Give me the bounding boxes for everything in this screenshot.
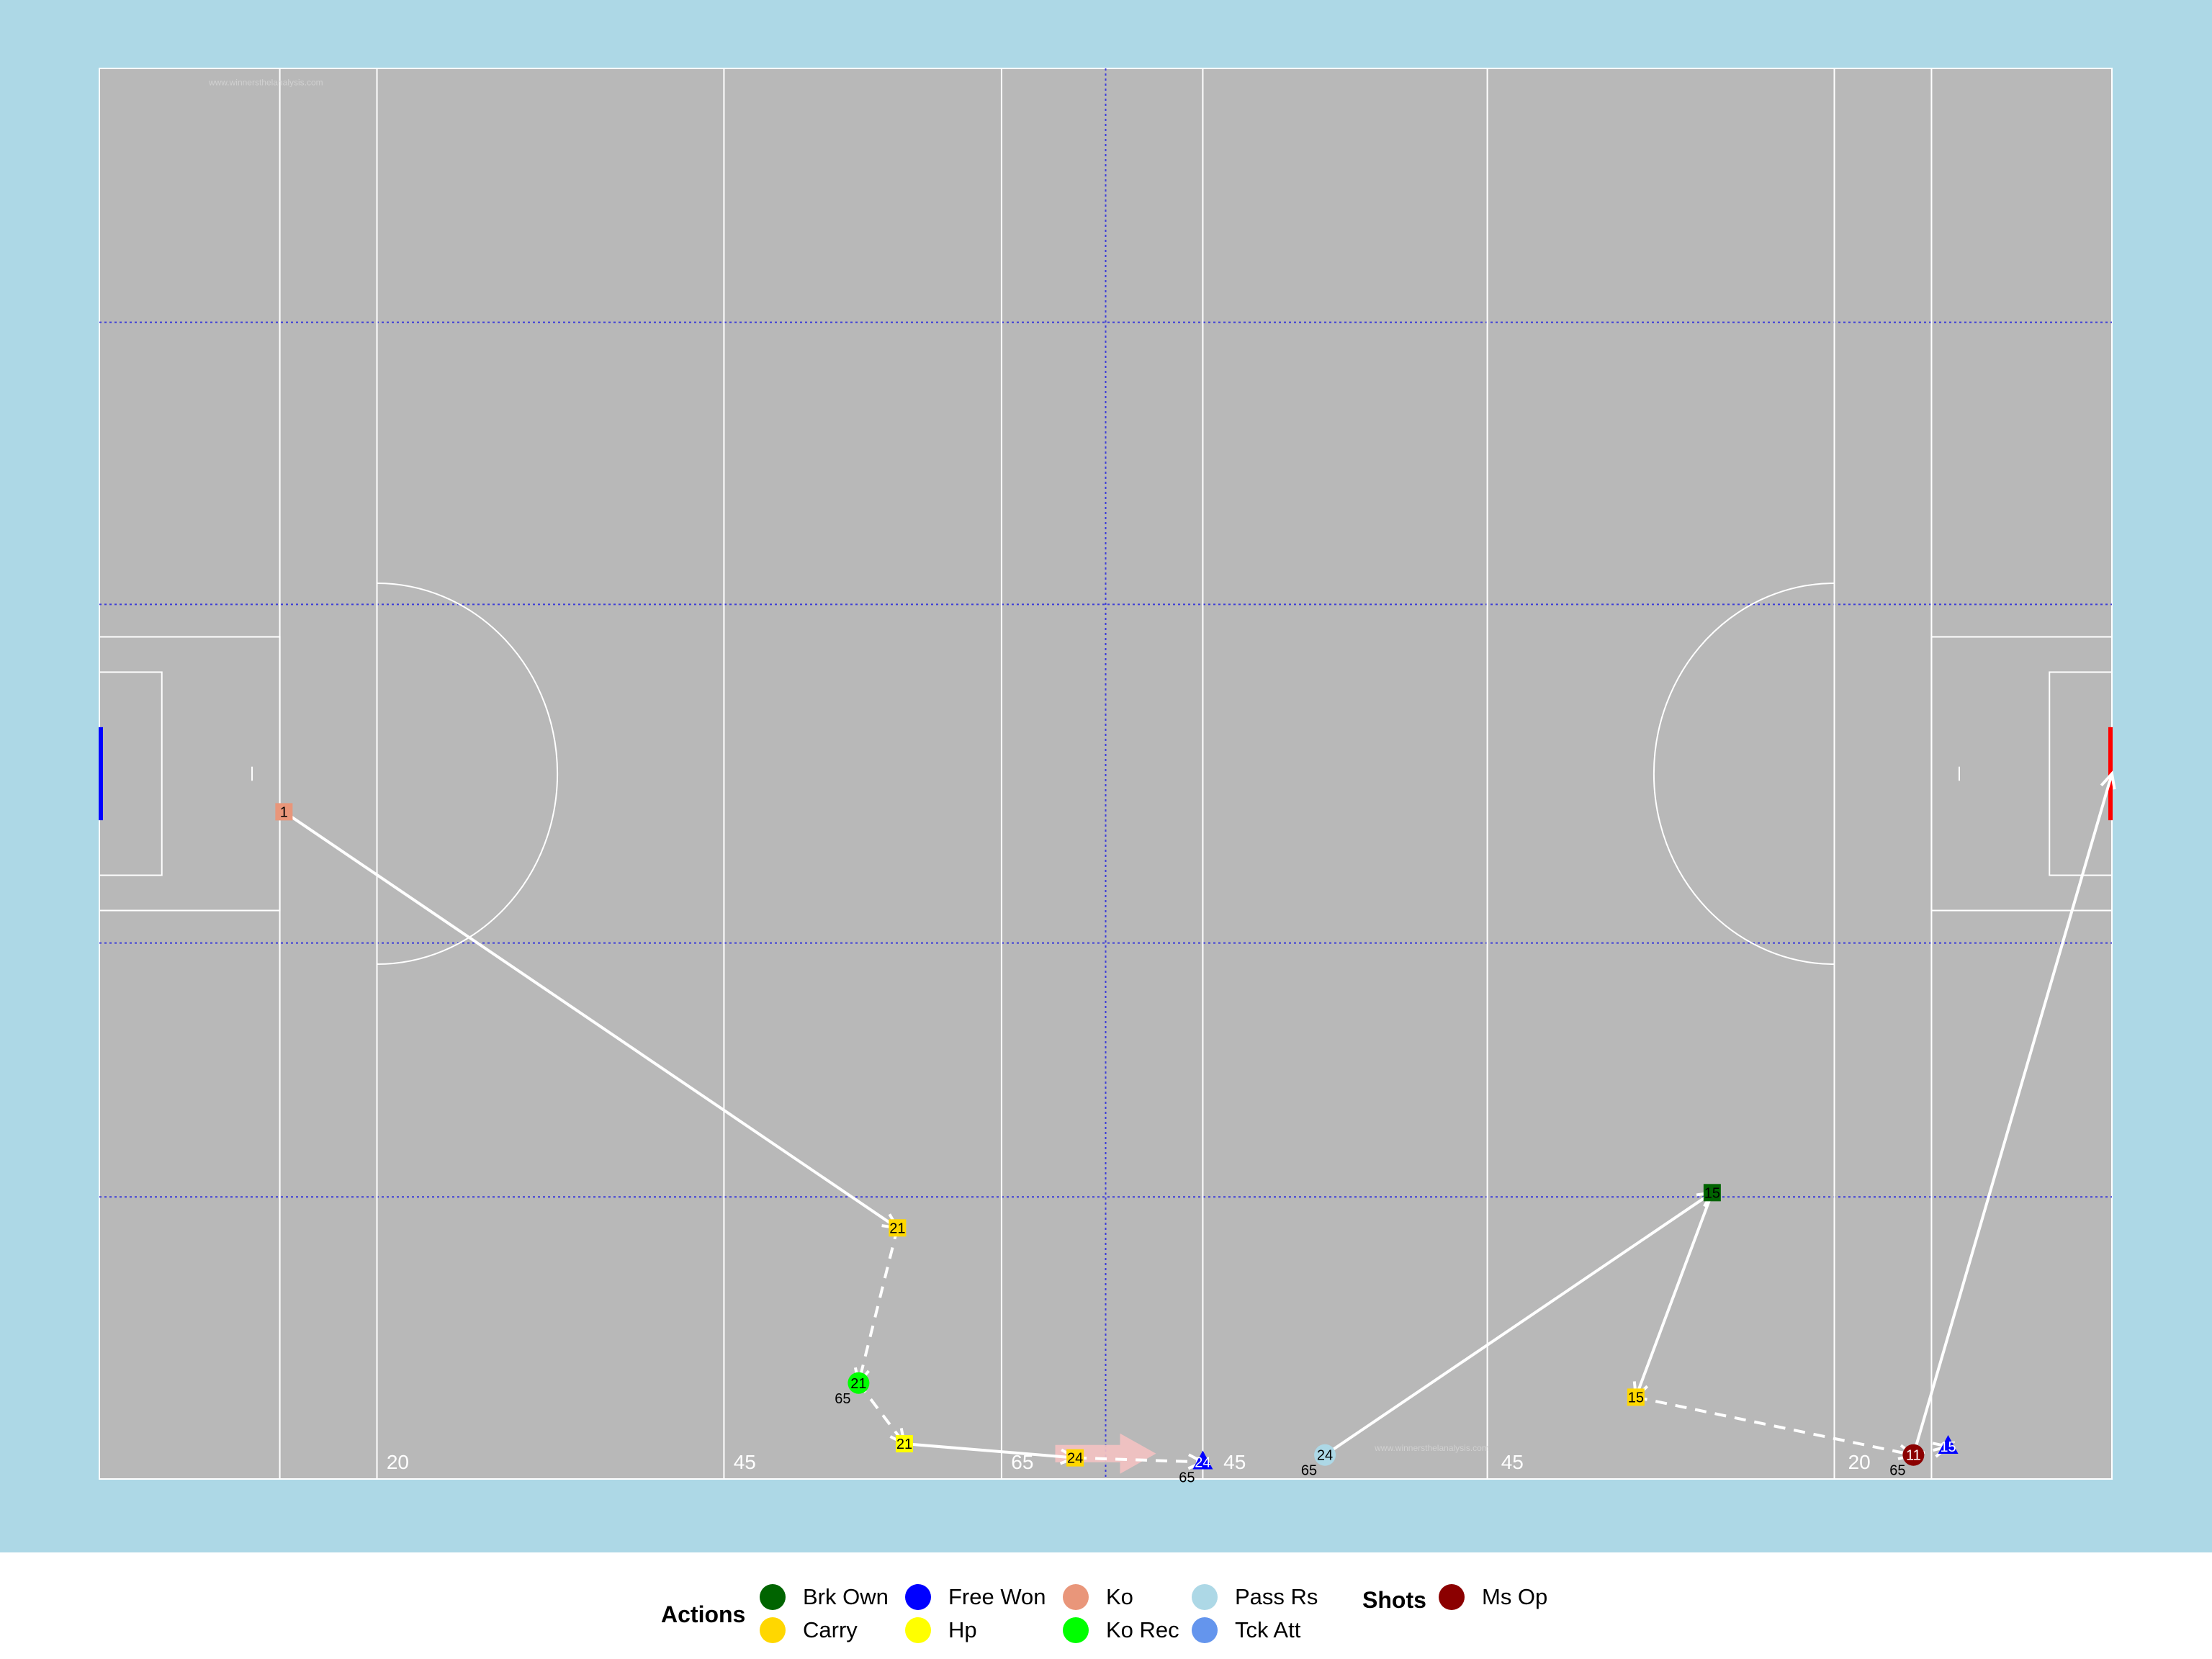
- legend-label-free-won: Free Won: [948, 1584, 1046, 1609]
- legend-swatch-carry: [760, 1617, 786, 1643]
- distance-label: 45: [734, 1451, 756, 1473]
- event-link-line: [1912, 773, 2113, 1456]
- legend-swatch-free-won: [905, 1584, 931, 1610]
- legend-label-tck-att: Tck Att: [1235, 1617, 1301, 1642]
- event-player-label: 24: [1195, 1455, 1210, 1470]
- event-marker-circle: [1314, 1444, 1336, 1466]
- event-link-line: [283, 810, 899, 1229]
- distance-label: 20: [1848, 1451, 1871, 1473]
- legend-swatch-tck-att: [1192, 1617, 1218, 1643]
- event-marker-square: [896, 1435, 913, 1453]
- event-player-label: 21: [850, 1376, 866, 1392]
- legend-label-pass-rs: Pass Rs: [1235, 1584, 1318, 1609]
- event-link-line: [1635, 1395, 1914, 1457]
- legend-shots-title: Shots: [1362, 1587, 1426, 1613]
- watermark-text: www.winnersthelanalysis.com: [208, 78, 323, 88]
- legend-swatch-ms-op: [1439, 1584, 1465, 1610]
- event-marker-square: [1703, 1184, 1721, 1202]
- pitch-area: [99, 68, 2113, 1480]
- legend-swatch-brk-own: [760, 1584, 786, 1610]
- event-sublabel: 65: [835, 1391, 850, 1407]
- event-marker-circle: [1902, 1444, 1925, 1466]
- legend-actions-title: Actions: [661, 1601, 746, 1627]
- event-link-line: [857, 1227, 899, 1384]
- legend-swatch-hp: [905, 1617, 931, 1643]
- event-link-line: [904, 1442, 1076, 1460]
- event-player-label: 21: [896, 1437, 912, 1452]
- event-player-label: 24: [1067, 1451, 1083, 1467]
- legend-swatch-ko-rec: [1063, 1617, 1089, 1643]
- event-marker-square: [889, 1219, 907, 1237]
- legend-label-brk-own: Brk Own: [803, 1584, 889, 1609]
- event-sublabel: 65: [1179, 1470, 1195, 1485]
- event-player-label: 1: [280, 804, 288, 820]
- distance-label: 45: [1501, 1451, 1524, 1473]
- event-link-line: [857, 1382, 906, 1445]
- event-player-label: 24: [1317, 1448, 1333, 1464]
- distance-labels: www.winnersthelanalysis.com www.winnersth…: [208, 78, 1871, 1473]
- legend-label-ms-op: Ms Op: [1482, 1584, 1548, 1609]
- pitch-panel: www.winnersthelanalysis.com www.winnersth…: [0, 0, 2212, 1552]
- event-player-label: 21: [889, 1220, 905, 1236]
- legend: Actions Brk Own Carry Free Won Hp Ko Ko …: [648, 1583, 1656, 1655]
- event-links: [283, 770, 2116, 1474]
- event-player-label: 15: [1940, 1439, 1956, 1455]
- event-sublabel: 65: [1301, 1463, 1317, 1479]
- pitch-surface: [99, 68, 2113, 1480]
- legend-label-carry: Carry: [803, 1617, 858, 1642]
- event-link-line: [1323, 1191, 1713, 1457]
- pitch-chart: www.winnersthelanalysis.com www.winnersth…: [99, 68, 2116, 1485]
- event-player-label: 15: [1628, 1390, 1644, 1406]
- attack-direction-arrow: [1055, 1433, 1156, 1474]
- event-marker-square: [275, 803, 293, 821]
- legend-swatch-ko: [1063, 1584, 1089, 1610]
- watermark-text: www.winnersthelanalysis.com: [1374, 1443, 1489, 1453]
- legend-swatch-pass-rs: [1192, 1584, 1218, 1610]
- distance-label: 45: [1223, 1451, 1246, 1473]
- event-sublabel: 65: [1889, 1463, 1905, 1479]
- event-marker-triangle: [1192, 1450, 1213, 1470]
- event-link-line: [1075, 1456, 1203, 1464]
- event-link-arrowhead: [2100, 770, 2116, 790]
- event-player-label: 15: [1704, 1185, 1720, 1201]
- distance-label: 20: [387, 1451, 409, 1473]
- event-link-line: [1634, 1192, 1714, 1398]
- event-marker-triangle: [1938, 1434, 1959, 1454]
- legend-label-hp: Hp: [948, 1617, 977, 1642]
- event-marker-square: [1627, 1388, 1645, 1406]
- event-marker-square: [1066, 1449, 1084, 1467]
- legend-label-ko-rec: Ko Rec: [1106, 1617, 1179, 1642]
- event-marker-circle: [848, 1372, 870, 1394]
- event-player-label: 11: [1906, 1448, 1921, 1464]
- legend-label-ko: Ko: [1106, 1584, 1133, 1609]
